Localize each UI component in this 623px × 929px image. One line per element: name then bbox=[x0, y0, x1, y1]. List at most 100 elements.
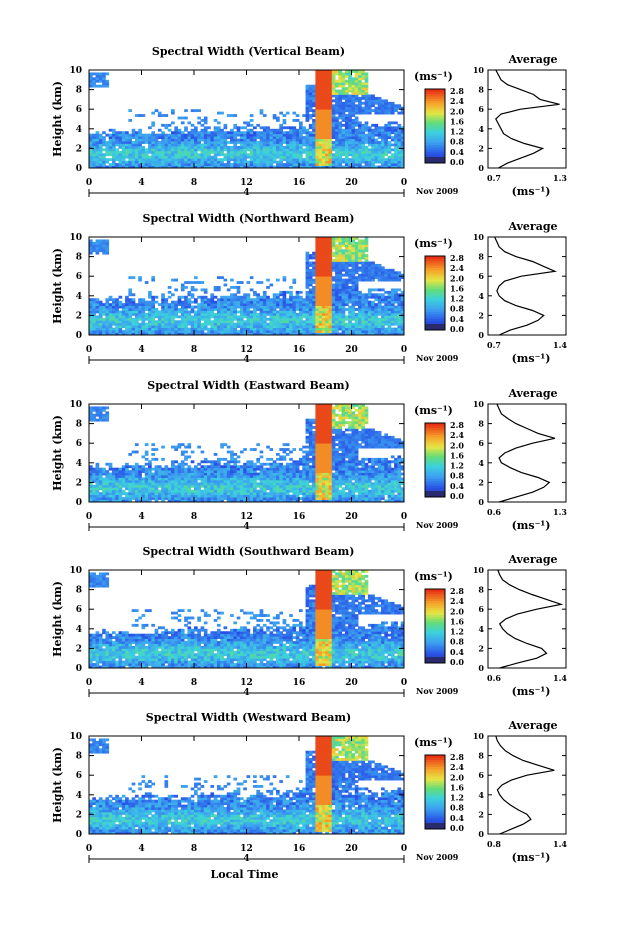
x-tick-label: 0 bbox=[86, 345, 92, 355]
colorbar-segment bbox=[425, 144, 445, 148]
avg-y-tick-label: 4 bbox=[478, 624, 484, 634]
colorbar-tick-label: 2.8 bbox=[450, 586, 464, 596]
colorbar-unit-label: (ms⁻¹) bbox=[414, 570, 453, 583]
colorbar-segment bbox=[425, 805, 445, 809]
colorbar-tick-label: 0.4 bbox=[450, 647, 464, 657]
x-tick-label: 20 bbox=[345, 844, 358, 854]
y-tick-label: 8 bbox=[76, 86, 82, 96]
colorbar-tick-label: 0.0 bbox=[450, 324, 464, 334]
x-tick-label: 12 bbox=[240, 512, 253, 522]
colorbar-segment bbox=[425, 815, 445, 818]
colorbar-tick-label: 0.4 bbox=[450, 481, 464, 491]
colorbar-segment bbox=[425, 803, 445, 807]
colorbar-segment bbox=[425, 423, 445, 426]
colorbar-tick-label: 1.6 bbox=[450, 116, 464, 126]
avg-y-tick-label: 4 bbox=[478, 790, 484, 800]
avg-y-tick-label: 0 bbox=[478, 829, 484, 839]
colorbar-unit-label: (ms⁻¹) bbox=[414, 70, 453, 83]
colorbar-unit-label: (ms⁻¹) bbox=[414, 736, 453, 749]
colorbar-segment bbox=[425, 441, 445, 445]
x-tick-label: 8 bbox=[191, 844, 197, 854]
colorbar-segment bbox=[425, 306, 445, 310]
colorbar-segment bbox=[425, 89, 445, 92]
average-frame bbox=[487, 236, 567, 336]
colorbar-tick-label: 2.4 bbox=[450, 762, 464, 772]
x-tick-label: 20 bbox=[345, 512, 358, 522]
colorbar-tick-label: 0.8 bbox=[450, 803, 464, 813]
average-profile: Average 0 2 4 6 8 10 0.6 1.3(ms⁻¹) bbox=[473, 387, 568, 532]
y-axis-label: Height (km) bbox=[51, 81, 64, 157]
colorbar-segment bbox=[425, 450, 445, 454]
colorbar-segment bbox=[425, 757, 445, 761]
x-tick-label: 4 bbox=[138, 678, 144, 688]
colorbar-tick-label: 2.0 bbox=[450, 106, 464, 116]
colorbar-segment bbox=[425, 98, 445, 102]
colorbar-segment bbox=[425, 808, 445, 811]
colorbar-tick-label: 0.8 bbox=[450, 304, 464, 314]
heatmap-cells bbox=[89, 404, 405, 503]
avg-x-label: (ms⁻¹) bbox=[512, 519, 551, 532]
colorbar-segment bbox=[425, 286, 445, 289]
y-tick-label: 2 bbox=[76, 144, 82, 154]
average-profile: Average 0 2 4 6 8 10 0.6 1.4(ms⁻¹) bbox=[473, 553, 568, 698]
y-tick-label: 8 bbox=[76, 253, 82, 263]
y-tick-label: 0 bbox=[76, 498, 82, 508]
colorbar-tick-label: 2.0 bbox=[450, 440, 464, 450]
colorbar-tick-label: 2.8 bbox=[450, 420, 464, 430]
panel-5: Spectral Width (Westward Beam) 0 2 4 6 8 10 Hei… bbox=[51, 711, 567, 864]
colorbar-segment bbox=[425, 262, 445, 266]
colorbar-segment bbox=[425, 256, 445, 259]
colorbar-segment bbox=[425, 817, 445, 821]
colorbar-segment bbox=[425, 766, 445, 770]
average-title: Average bbox=[507, 220, 557, 233]
colorbar-segment bbox=[425, 819, 445, 823]
colorbar-segment bbox=[425, 457, 445, 461]
colorbar-segment bbox=[425, 290, 445, 294]
average-title: Average bbox=[507, 553, 557, 566]
avg-y-tick-label: 6 bbox=[478, 604, 484, 614]
avg-x-label: (ms⁻¹) bbox=[512, 851, 551, 864]
x-tick-label: 0 bbox=[86, 178, 92, 188]
avg-y-tick-label: 4 bbox=[478, 124, 484, 134]
colorbar-segment bbox=[425, 471, 445, 475]
avg-y-tick-label: 10 bbox=[473, 565, 485, 575]
avg-y-tick-label: 4 bbox=[478, 458, 484, 468]
colorbar-segment bbox=[425, 295, 445, 299]
colorbar-segment bbox=[425, 102, 445, 106]
average-profile-line bbox=[497, 569, 564, 669]
colorbar-segment bbox=[425, 812, 445, 816]
avg-y-tick-label: 6 bbox=[478, 770, 484, 780]
x-tick-label: 20 bbox=[345, 678, 358, 688]
avg-y-tick-label: 10 bbox=[473, 399, 485, 409]
colorbar-segment bbox=[425, 598, 445, 602]
avg-x-label: (ms⁻¹) bbox=[512, 352, 551, 365]
colorbar: 0.00.40.81.21.62.02.42.8 bbox=[424, 420, 464, 501]
colorbar-tick-label: 2.4 bbox=[450, 263, 464, 273]
average-profile-line bbox=[495, 69, 560, 169]
x-tick-label: 4 bbox=[138, 345, 144, 355]
y-axis-label: Height (km) bbox=[51, 415, 64, 491]
colorbar-segment bbox=[425, 591, 445, 595]
x-tick-label: 0 bbox=[401, 345, 407, 355]
day-label: 4 bbox=[243, 355, 249, 365]
colorbar-tick-label: 0.4 bbox=[450, 147, 464, 157]
colorbar-tick-label: 2.8 bbox=[450, 86, 464, 96]
colorbar-segment bbox=[425, 649, 445, 652]
y-axis-label: Height (km) bbox=[51, 581, 64, 657]
heatmap-cells bbox=[89, 70, 405, 169]
x-tick-label: 4 bbox=[138, 512, 144, 522]
colorbar-tick-label: 0.8 bbox=[450, 471, 464, 481]
colorbar-segment bbox=[425, 135, 445, 139]
colorbar-segment bbox=[425, 764, 445, 768]
colorbar-segment bbox=[425, 612, 445, 615]
x-tick-label: 8 bbox=[191, 178, 197, 188]
avg-x-tick-label: 1.3 bbox=[553, 507, 567, 517]
colorbar-segment bbox=[425, 605, 445, 608]
colorbar-segment bbox=[425, 480, 445, 484]
avg-x-tick-label: 1.4 bbox=[553, 839, 567, 849]
average-frame bbox=[487, 735, 567, 835]
colorbar-segment bbox=[425, 123, 445, 127]
colorbar-segment bbox=[425, 485, 445, 489]
colorbar-segment bbox=[425, 299, 445, 303]
colorbar-segment bbox=[425, 126, 445, 129]
